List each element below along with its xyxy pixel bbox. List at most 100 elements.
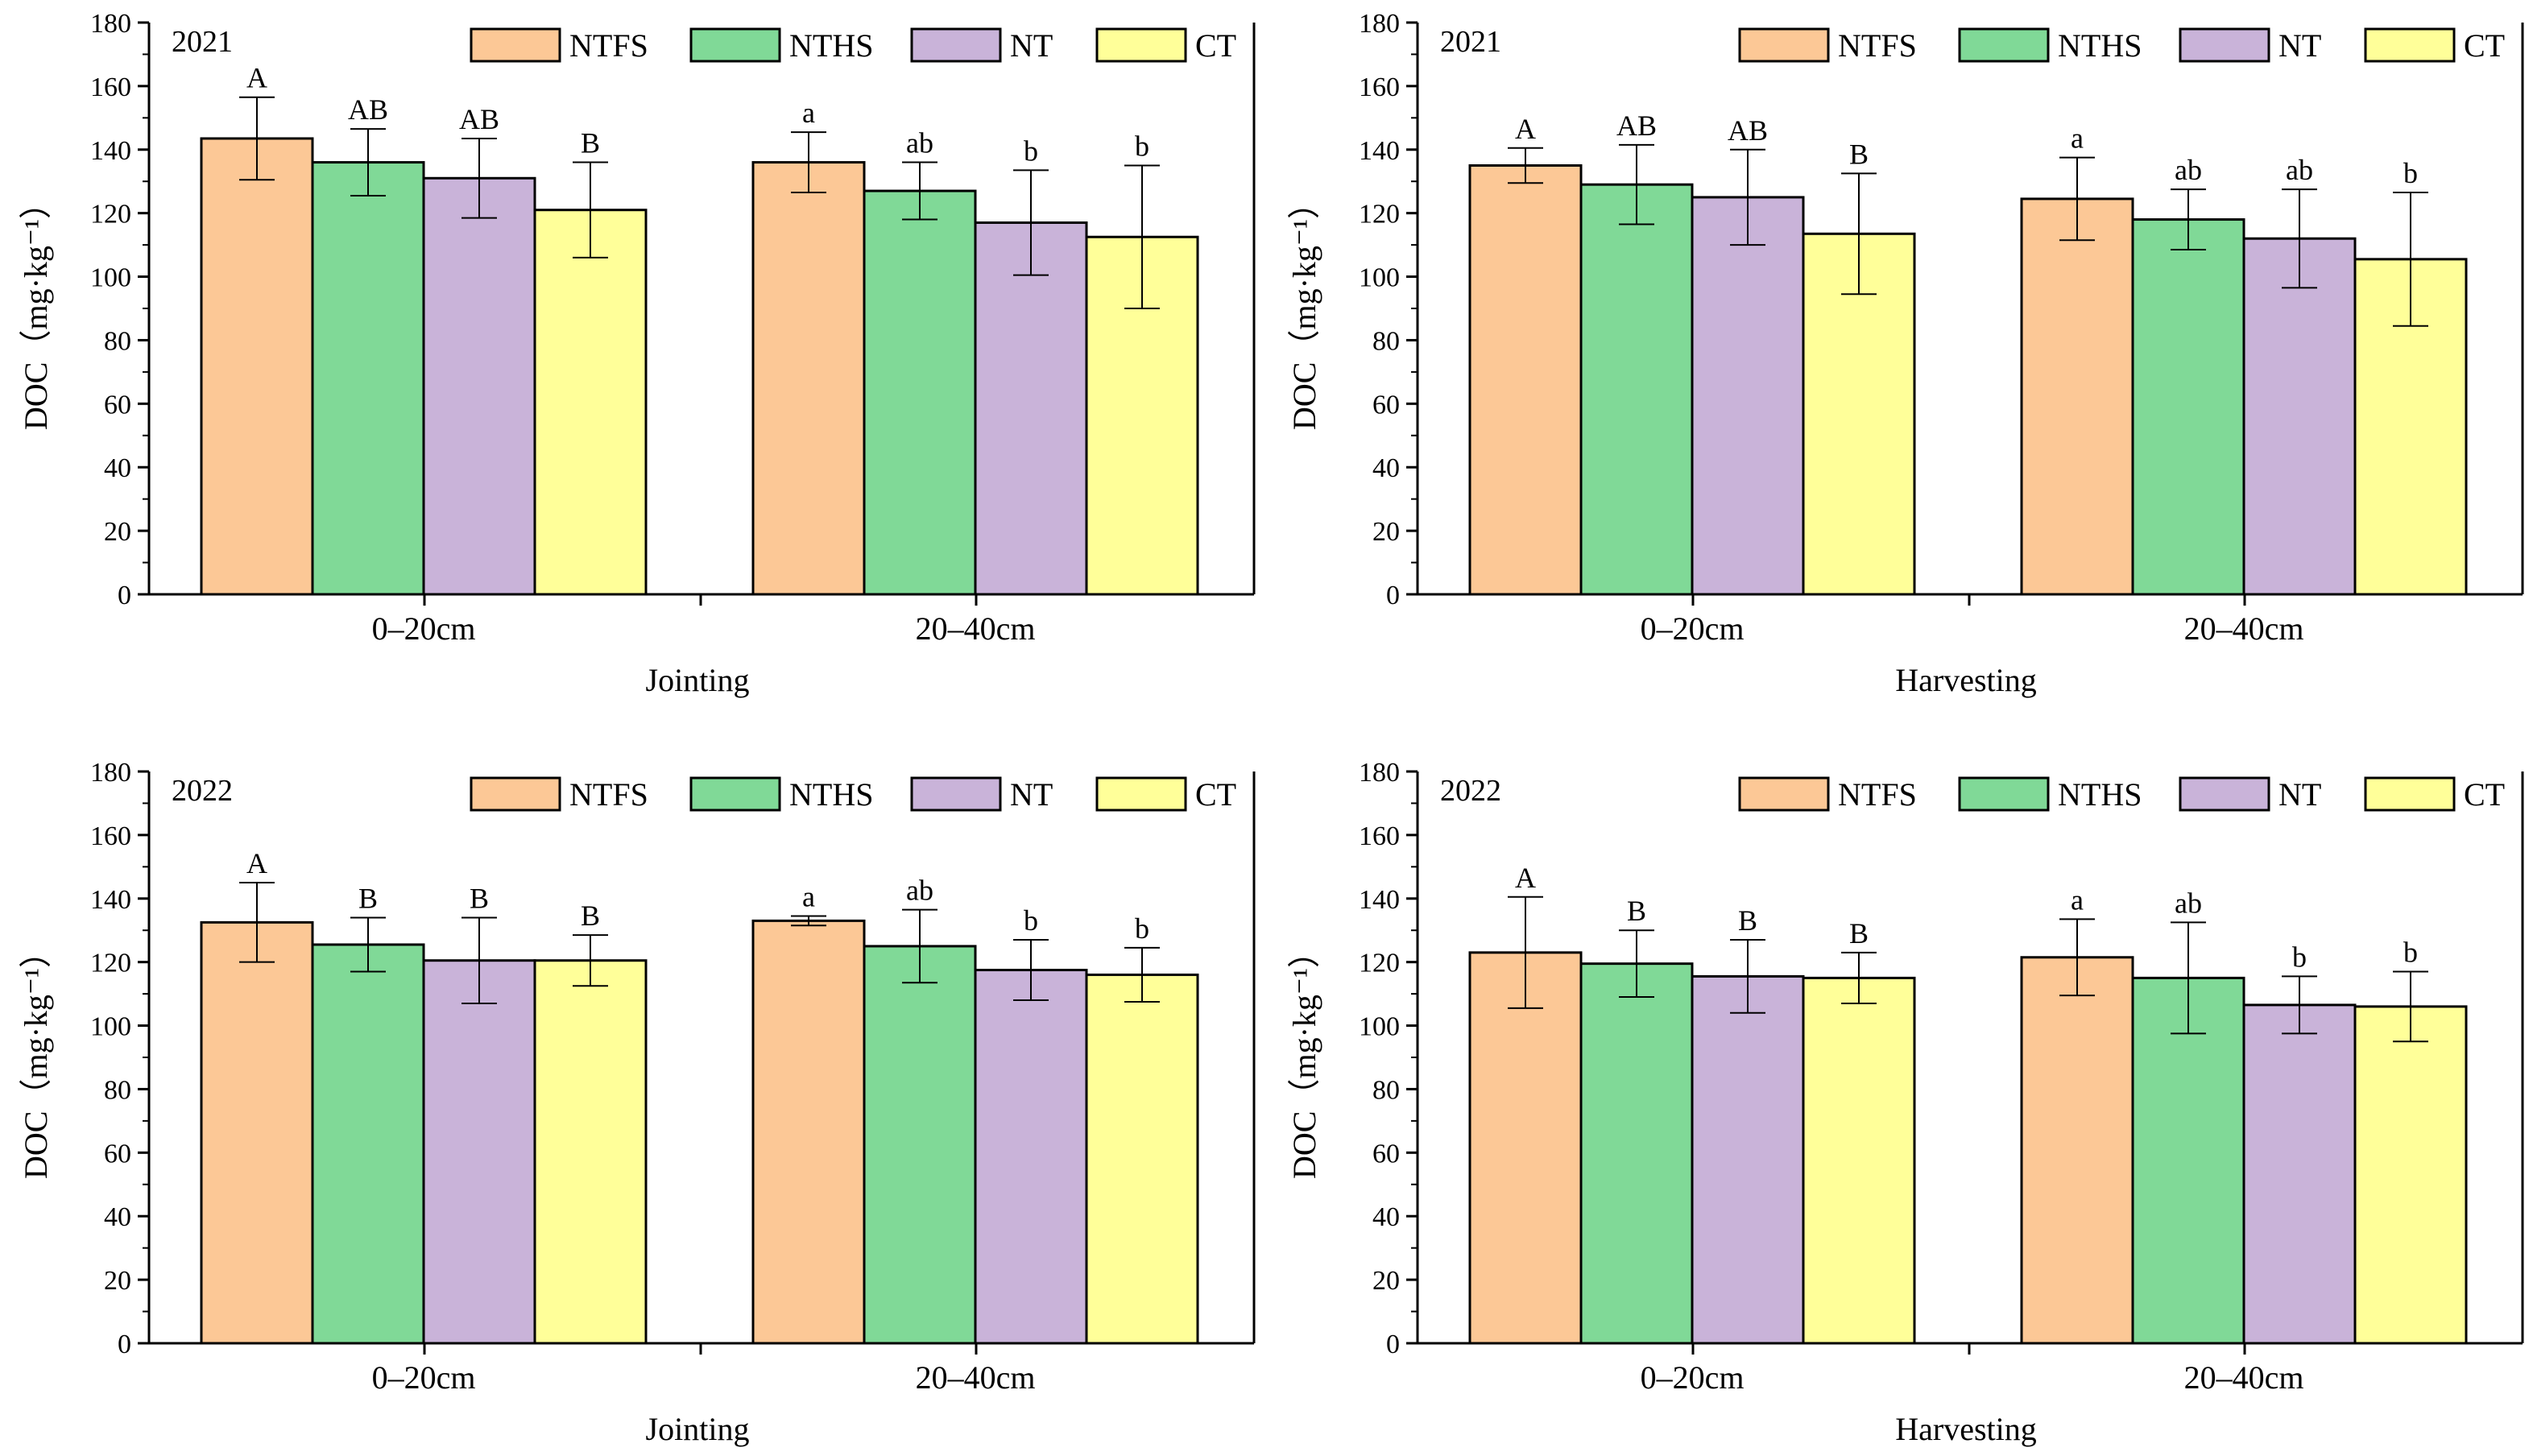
y-tick-label: 40 (104, 1202, 131, 1232)
significance-label: ab (906, 127, 933, 159)
bar-nt-2 (2242, 1003, 2357, 1345)
y-axis-title: DOC（mg·kg⁻¹） (18, 936, 54, 1179)
legend-swatch-ct (2364, 776, 2456, 812)
significance-label: B (581, 900, 600, 932)
y-tick-label: 180 (1359, 758, 1400, 788)
significance-label: B (1849, 138, 1869, 170)
legend-label-ntfs: NTFS (1838, 776, 1917, 813)
legend-label-nt: NT (2278, 27, 2321, 64)
y-tick-label: 160 (1359, 821, 1400, 851)
legend-label-nths: NTHS (2058, 27, 2142, 64)
bar-nt-2 (974, 221, 1088, 596)
chart-panel-3: 0 20 40 60 80 100 120 140 160 180 Aa B ab Bb B b 0–20cm 2… (18, 758, 1256, 1447)
legend-label-ct: CT (2464, 776, 2505, 813)
y-tick-label: 80 (104, 1075, 131, 1105)
category-label: 0–20cm (372, 1359, 476, 1396)
y-tick-label: 100 (1359, 263, 1400, 293)
y-axis-title: DOC（mg·kg⁻¹） (1286, 936, 1322, 1179)
x-axis-title: Jointing (646, 662, 750, 698)
significance-label: AB (459, 103, 499, 135)
legend-swatch-ct (2364, 27, 2456, 63)
y-tick-label: 140 (1359, 136, 1400, 166)
bar-ct-1 (533, 959, 648, 1345)
legend-label-ntfs: NTFS (569, 27, 648, 64)
y-tick-label: 60 (104, 1139, 131, 1169)
legend-swatch-ntfs (1738, 27, 1830, 63)
significance-label: b (2292, 941, 2307, 973)
bar-ntfs-2 (751, 161, 866, 596)
significance-label: b (1135, 912, 1149, 945)
bar-nths-1 (1579, 183, 1694, 596)
chart-panel-4: 0 20 40 60 80 100 120 140 160 180 Aa B ab Bb Bb 0–20cm 2… (1286, 758, 2524, 1447)
legend-swatch-nths (689, 27, 781, 63)
significance-label: b (2403, 937, 2418, 969)
significance-label: a (2071, 122, 2084, 155)
category-label: 0–20cm (1641, 1359, 1745, 1396)
significance-label: ab (2175, 154, 2202, 186)
x-axis-title: Harvesting (1895, 1411, 2037, 1447)
legend-label-ct: CT (2464, 27, 2505, 64)
y-tick-label: 20 (104, 517, 131, 547)
y-tick-label: 180 (1359, 9, 1400, 39)
y-tick-label: 160 (90, 821, 131, 851)
bar-nths-2 (863, 189, 977, 596)
y-tick-label: 40 (104, 453, 131, 483)
significance-label: a (802, 97, 815, 129)
year-label: 2021 (172, 25, 233, 59)
legend-swatch-ct (1095, 27, 1187, 63)
y-tick-label: 20 (1372, 517, 1400, 547)
y-axis-title: DOC（mg·kg⁻¹） (18, 187, 54, 430)
significance-label: B (470, 882, 489, 914)
significance-label: A (246, 847, 267, 879)
significance-label: b (1024, 134, 1038, 167)
chart-panel-2: 0 20 40 60 80 100 120 140 160 180 A a AB ab AB ab Bb 0–20… (1286, 9, 2524, 698)
bar-ntfs-1 (200, 137, 314, 596)
bar-ct-1 (1802, 976, 1916, 1345)
legend-label-nt: NT (1010, 27, 1053, 64)
y-tick-label: 60 (104, 390, 131, 420)
legend-swatch-nths (689, 776, 781, 812)
category-label: 0–20cm (372, 610, 476, 647)
y-tick-label: 100 (90, 263, 131, 293)
significance-label: B (1627, 895, 1646, 927)
legend-swatch-nths (1958, 776, 2050, 812)
significance-label: B (1849, 917, 1869, 949)
y-tick-label: 60 (1372, 1139, 1400, 1169)
bar-nt-2 (2242, 237, 2357, 596)
y-tick-label: 20 (104, 1266, 131, 1296)
y-tick-label: 120 (1359, 200, 1400, 230)
significance-label: AB (1728, 114, 1768, 147)
legend-swatch-nt (910, 27, 1002, 63)
y-tick-label: 0 (1386, 581, 1400, 610)
significance-label: b (2403, 157, 2418, 189)
category-label: 20–40cm (916, 610, 1036, 647)
bar-nt-2 (974, 969, 1088, 1345)
category-label: 0–20cm (1641, 610, 1745, 647)
significance-label: ab (2175, 887, 2202, 919)
y-tick-label: 80 (104, 326, 131, 356)
y-tick-label: 100 (90, 1012, 131, 1042)
y-tick-label: 180 (90, 758, 131, 788)
significance-label: A (1515, 113, 1536, 145)
year-label: 2022 (1440, 774, 1501, 808)
bar-nt-1 (1691, 974, 1805, 1345)
significance-label: AB (1616, 110, 1657, 142)
legend-swatch-ntfs (1738, 776, 1830, 812)
bar-ntfs-2 (2020, 956, 2134, 1345)
bar-ntfs-1 (1468, 951, 1583, 1345)
legend-swatch-ct (1095, 776, 1187, 812)
bar-ntfs-1 (200, 920, 314, 1345)
y-tick-label: 140 (1359, 885, 1400, 915)
legend-swatch-nt (910, 776, 1002, 812)
bar-ct-1 (533, 209, 648, 596)
significance-label: a (2071, 883, 2084, 916)
legend-label-ntfs: NTFS (1838, 27, 1917, 64)
y-tick-label: 160 (1359, 72, 1400, 102)
y-axis-title: DOC（mg·kg⁻¹） (1286, 187, 1322, 430)
bar-ct-2 (2353, 1005, 2468, 1345)
y-tick-label: 180 (90, 9, 131, 39)
x-axis-title: Harvesting (1895, 662, 2037, 698)
legend-label-nt: NT (2278, 776, 2321, 813)
category-label: 20–40cm (2184, 610, 2304, 647)
bar-ntfs-2 (751, 919, 866, 1345)
